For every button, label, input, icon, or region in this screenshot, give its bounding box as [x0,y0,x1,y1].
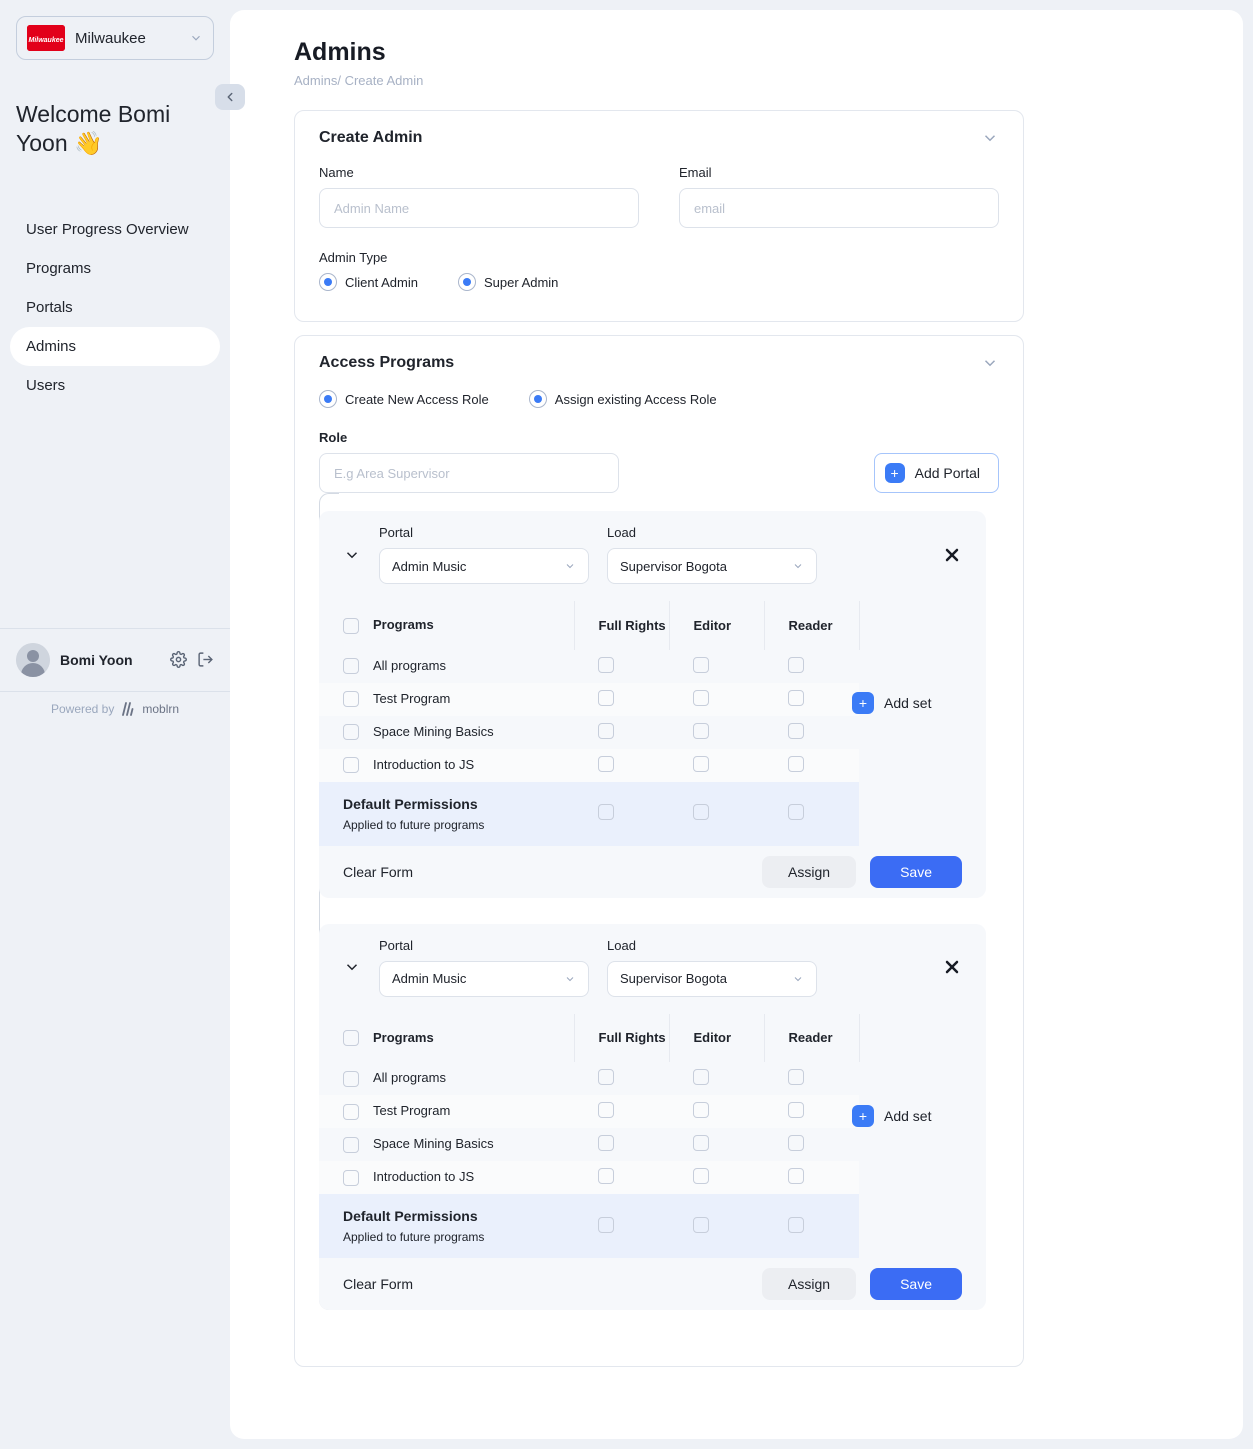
svg-text:Milwaukee: Milwaukee [28,37,63,44]
